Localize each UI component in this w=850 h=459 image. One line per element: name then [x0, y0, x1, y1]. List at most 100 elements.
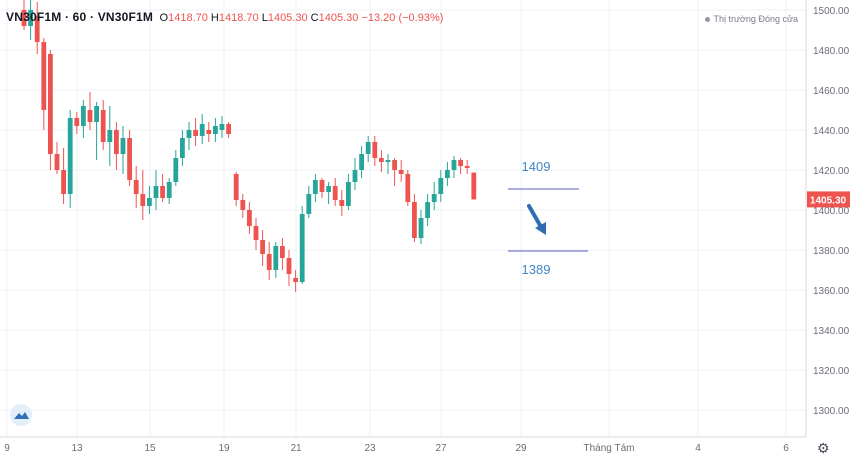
candle-body: [180, 138, 185, 158]
candle-body: [199, 124, 205, 136]
candle-body: [431, 194, 437, 202]
down-arrow-head: [535, 222, 546, 235]
x-tick-label: 9: [4, 443, 10, 454]
time-axis[interactable]: 9 13 15 19 21 23 27 29 Tháng Tám 4 6: [4, 443, 789, 454]
candle-body: [226, 124, 231, 134]
y-tick-label: 1340.00: [813, 326, 850, 337]
chart-grid: [0, 0, 807, 438]
candle-body: [166, 182, 172, 198]
candle-body: [107, 130, 113, 142]
candle-body: [213, 126, 218, 134]
tradingview-cloud-icon[interactable]: [10, 404, 32, 426]
y-tick-label: 1500.00: [813, 6, 850, 17]
candle-body: [332, 186, 338, 200]
price-badge-text: 1405.30: [810, 195, 847, 206]
market-status: Thị trường Đóng cửa: [704, 14, 799, 24]
x-tick-label: 21: [290, 443, 302, 454]
candle-body: [293, 278, 298, 282]
candle-body: [464, 166, 470, 168]
status-dot-icon: [704, 17, 710, 23]
y-tick-label: 1360.00: [813, 286, 850, 297]
price-axis[interactable]: 1300.00 1320.00 1340.00 1360.00 1380.00 1400.…: [807, 6, 850, 417]
candles: [21, 0, 477, 292]
candle-body: [54, 154, 60, 170]
candle-body: [127, 138, 132, 180]
candle-body: [273, 246, 279, 270]
y-tick-label: 1320.00: [813, 366, 850, 377]
candle-body: [41, 42, 47, 110]
candle-body: [398, 170, 404, 174]
y-tick-label: 1460.00: [813, 86, 850, 97]
y-tick-label: 1400.00: [813, 206, 850, 217]
market-status-text: Thị trường Đóng cửa: [713, 14, 799, 24]
y-tick-label: 1380.00: [813, 246, 850, 257]
candle-body: [280, 246, 285, 258]
candle-body: [74, 118, 80, 126]
x-tick-label: 23: [364, 443, 376, 454]
candle-body: [326, 186, 331, 192]
lower-level-label: 1389: [522, 262, 551, 277]
price-badge: [807, 191, 850, 208]
y-tick-label: 1440.00: [813, 126, 850, 137]
candle-body: [61, 170, 66, 194]
close-label: C: [310, 12, 319, 24]
candle-body: [87, 110, 93, 122]
candle-body: [48, 54, 53, 154]
low-value: 1405.30: [267, 12, 308, 24]
candle-body: [260, 240, 265, 254]
high-value: 1418.70: [218, 12, 259, 24]
candle-body: [247, 210, 252, 226]
candle-body: [458, 160, 463, 166]
open-value: 1418.70: [168, 12, 208, 24]
y-tick-label: 1480.00: [813, 46, 850, 57]
candle-body: [253, 226, 259, 240]
candle-body: [153, 186, 159, 198]
close-value: 1405.30: [318, 12, 359, 24]
candle-body: [186, 130, 192, 138]
y-tick-label: 1420.00: [813, 166, 850, 177]
x-tick-label: Tháng Tám: [584, 443, 635, 454]
candle-body: [133, 180, 139, 194]
candle-body: [94, 106, 99, 122]
ohlc-values: O1418.70 H1418.70 L1405.30 C1405.30 −13.…: [156, 12, 444, 24]
candle-body: [160, 186, 165, 198]
open-label: O: [159, 12, 169, 24]
candle-body: [193, 130, 198, 136]
candle-body: [372, 142, 378, 158]
gear-icon[interactable]: ⚙: [817, 440, 830, 456]
candle-body: [120, 138, 126, 154]
annotations: 1409 1389: [508, 159, 588, 277]
candle-body: [21, 10, 27, 26]
candle-body: [313, 180, 318, 194]
upper-level-label: 1409: [522, 159, 551, 174]
candle-body: [346, 182, 351, 206]
candle-body: [412, 202, 417, 238]
candle-body: [352, 170, 358, 182]
candle-body: [359, 154, 364, 170]
candle-body: [173, 158, 179, 182]
x-tick-label: 4: [695, 443, 701, 454]
candle-body: [240, 200, 246, 210]
candle-body: [339, 200, 345, 206]
chart-legend: VN30F1M · 60 · VN30F1M O1418.70 H1418.70…: [6, 10, 443, 24]
candle-body: [140, 194, 146, 206]
candle-body: [81, 106, 86, 126]
candle-body: [405, 174, 411, 202]
x-tick-label: 15: [144, 443, 156, 454]
candle-body: [306, 194, 312, 214]
candle-body: [379, 158, 384, 162]
x-tick-label: 13: [71, 443, 83, 454]
candle-body: [365, 142, 371, 154]
candle-body: [471, 172, 477, 200]
candle-body: [219, 124, 225, 130]
candle-body: [34, 16, 40, 42]
candle-body: [438, 178, 444, 194]
candle-body: [286, 258, 292, 274]
candle-body: [28, 10, 33, 26]
y-tick-label: 1300.00: [813, 406, 850, 417]
candle-body: [392, 160, 397, 170]
down-arrow-shaft: [527, 204, 543, 229]
candle-body: [114, 130, 119, 154]
symbol-label: VN30F1M · 60 · VN30F1M: [6, 10, 154, 24]
